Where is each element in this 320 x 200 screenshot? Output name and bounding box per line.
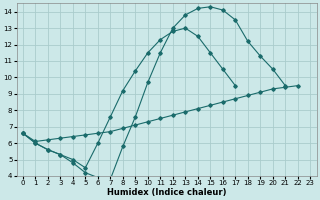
X-axis label: Humidex (Indice chaleur): Humidex (Indice chaleur): [107, 188, 226, 197]
